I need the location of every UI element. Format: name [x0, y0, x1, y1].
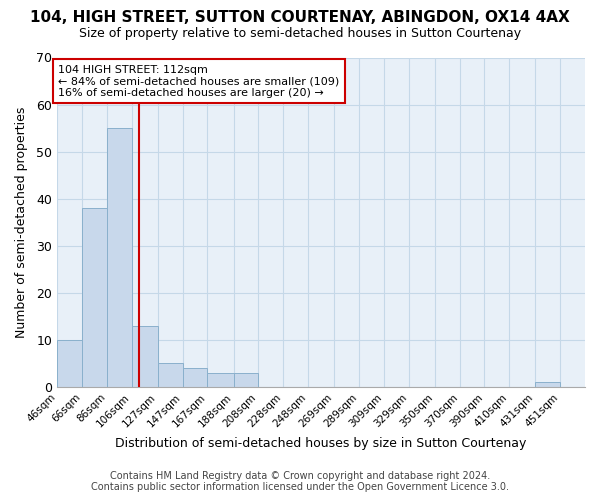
Text: Size of property relative to semi-detached houses in Sutton Courtenay: Size of property relative to semi-detach… — [79, 28, 521, 40]
Bar — [107, 128, 132, 387]
Bar — [158, 364, 182, 387]
Bar — [182, 368, 208, 387]
Bar — [535, 382, 560, 387]
Bar — [208, 373, 233, 387]
Text: Contains HM Land Registry data © Crown copyright and database right 2024.
Contai: Contains HM Land Registry data © Crown c… — [91, 471, 509, 492]
X-axis label: Distribution of semi-detached houses by size in Sutton Courtenay: Distribution of semi-detached houses by … — [115, 437, 527, 450]
Text: 104, HIGH STREET, SUTTON COURTENAY, ABINGDON, OX14 4AX: 104, HIGH STREET, SUTTON COURTENAY, ABIN… — [30, 10, 570, 25]
Bar — [82, 208, 107, 387]
Bar — [233, 373, 259, 387]
Bar — [132, 326, 158, 387]
Bar — [57, 340, 82, 387]
Y-axis label: Number of semi-detached properties: Number of semi-detached properties — [15, 106, 28, 338]
Text: 104 HIGH STREET: 112sqm
← 84% of semi-detached houses are smaller (109)
16% of s: 104 HIGH STREET: 112sqm ← 84% of semi-de… — [58, 64, 340, 98]
